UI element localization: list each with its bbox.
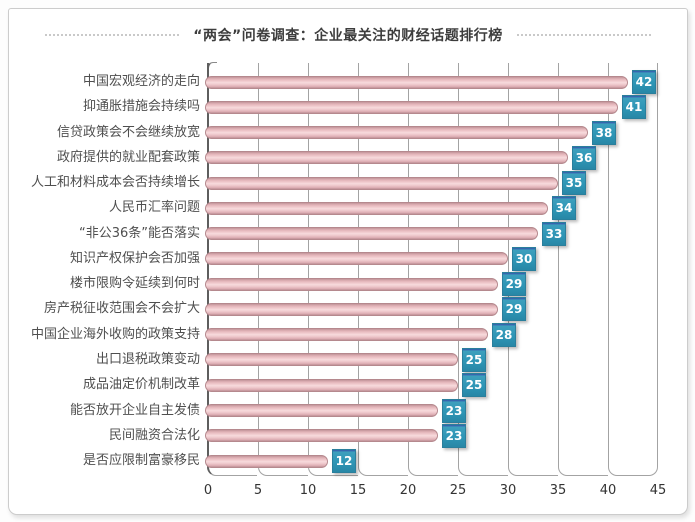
category-label: 人民币汇率问题 xyxy=(108,200,200,216)
bar xyxy=(205,75,628,89)
bar xyxy=(205,100,618,114)
value-badge: 29 xyxy=(502,297,526,322)
x-tick-label: 25 xyxy=(449,483,467,498)
category-label: 人工和材料成本会否持续增长 xyxy=(30,175,200,191)
bar xyxy=(205,227,538,241)
value-badge: 33 xyxy=(542,221,566,246)
category-label: “非公36条”能否落实 xyxy=(78,225,200,241)
x-tick-label: 30 xyxy=(499,483,517,498)
gridline-panel xyxy=(558,63,608,476)
value-badge: 25 xyxy=(462,373,486,398)
category-label: 信贷政策会不会继续放宽 xyxy=(56,124,200,140)
bar xyxy=(205,378,458,392)
category-label: 知识产权保护会否加强 xyxy=(69,250,200,266)
value-badge: 23 xyxy=(442,423,466,448)
x-tick-label: 10 xyxy=(299,483,317,498)
bar xyxy=(205,404,438,417)
bar xyxy=(205,151,568,165)
category-label: 是否应限制富豪移民 xyxy=(82,453,200,469)
value-badge: 30 xyxy=(512,246,536,271)
bar xyxy=(205,353,458,367)
category-label: 抑通胀措施会持续吗 xyxy=(82,99,200,115)
category-label: 中国企业海外收购的政策支持 xyxy=(30,326,200,342)
value-badge: 29 xyxy=(502,272,526,297)
value-badge: 35 xyxy=(562,171,586,196)
gridline-panel xyxy=(458,63,508,476)
x-tick-label: 5 xyxy=(253,483,263,498)
category-label: 楼市限购令延续到何时 xyxy=(69,276,200,292)
x-tick-label: 20 xyxy=(399,483,417,498)
category-label: 民间融资合法化 xyxy=(108,427,200,443)
chart-title: “两会”问卷调查：企业最关注的财经话题排行榜 xyxy=(193,28,503,44)
title-divider-left xyxy=(45,34,180,36)
x-tick-label: 35 xyxy=(549,483,567,498)
value-badge: 28 xyxy=(492,322,516,347)
category-label: 成品油定价机制改革 xyxy=(82,377,200,393)
category-label: 房产税征收范围会不会扩大 xyxy=(43,301,200,317)
bar xyxy=(205,454,328,468)
gridline-panel xyxy=(608,63,658,476)
bar xyxy=(205,126,588,140)
value-badge: 12 xyxy=(332,449,356,474)
category-label: 能否放开企业自主发债 xyxy=(69,402,200,418)
bar xyxy=(205,252,508,266)
gridline-panel xyxy=(358,63,408,476)
category-label: 中国宏观经济的走向 xyxy=(82,74,200,89)
bar xyxy=(205,429,438,443)
y-axis-top-hook xyxy=(207,62,217,71)
category-label: 政府提供的就业配套政策 xyxy=(56,149,200,165)
x-tick-label: 15 xyxy=(349,483,367,498)
value-badge: 36 xyxy=(572,145,596,170)
x-tick-label: 0 xyxy=(203,483,213,498)
gridline-panel xyxy=(258,63,308,476)
gridline-panel xyxy=(408,63,458,476)
x-tick-label: 45 xyxy=(649,483,667,498)
value-badge: 23 xyxy=(442,398,466,423)
value-badge: 38 xyxy=(592,120,616,145)
title-row: “两会”问卷调查：企业最关注的财经话题排行榜 xyxy=(9,25,687,45)
title-divider-right xyxy=(516,34,651,36)
category-label: 出口退税政策变动 xyxy=(95,351,200,367)
bar xyxy=(205,176,558,190)
value-badge: 41 xyxy=(622,95,646,120)
value-badge: 42 xyxy=(632,70,656,94)
bar xyxy=(205,302,498,316)
bar-chart-plot-area: 中国宏观经济的走向 42 抑通胀措施会持续吗 41 信贷政策会不会继续放宽 38 政府提供的… xyxy=(9,9,687,514)
bar xyxy=(205,201,548,215)
bar xyxy=(205,328,488,342)
x-tick-label: 40 xyxy=(599,483,617,498)
gridline-panel xyxy=(207,63,257,476)
gridline-panel xyxy=(508,63,558,476)
gridline-panel xyxy=(308,63,358,476)
chart-card: “两会”问卷调查：企业最关注的财经话题排行榜 中国宏观经济的走向 42 抑通胀措施会… xyxy=(8,8,688,515)
value-badge: 25 xyxy=(462,347,486,372)
value-badge: 34 xyxy=(552,196,576,221)
bar xyxy=(205,277,498,291)
